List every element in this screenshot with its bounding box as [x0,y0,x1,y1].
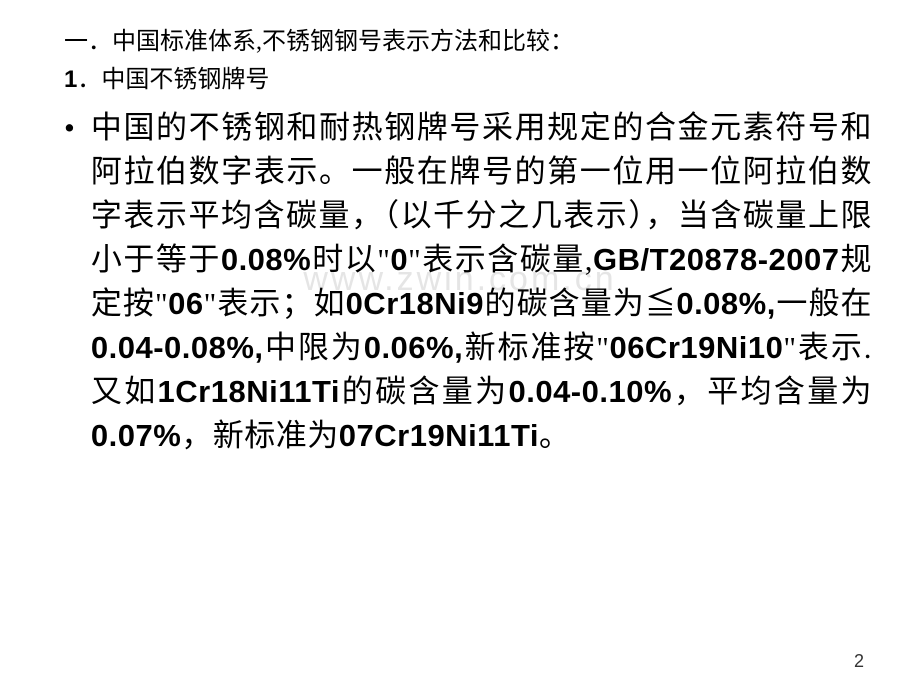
text-run: 新标准按" [463,330,609,365]
bullet-marker: • [64,106,75,458]
heading-level-2: 1．中国不锈钢牌号 [48,62,872,98]
slide-content: 一．中国标准体系,不锈钢钢号表示方法和比较： 1．中国不锈钢牌号 • 中国的不锈… [48,24,872,458]
latin-text: 1Cr18Ni11Ti [158,374,340,409]
latin-text: 0.07% [91,418,181,453]
latin-text: GB/T20878-2007 [593,242,840,277]
text-run: "表示；如 [204,286,346,321]
latin-text: 0.08% [221,242,311,277]
latin-text: 07Cr19Ni11Ti [339,418,539,453]
text-run: 中限为 [264,330,364,365]
text-run: 一般在 [776,286,872,321]
text-run: ，新标准为 [181,418,339,453]
latin-text: 06 [168,286,203,321]
latin-text: 0Cr18Ni9 [346,286,484,321]
latin-text: 06Cr19Ni10 [609,330,783,365]
text-run: "表示含碳量, [408,242,593,277]
latin-text: 0.04-0.08%, [91,330,264,365]
body-text: 中国的不锈钢和耐热钢牌号采用规定的合金元素符号和阿拉伯数字表示。一般在牌号的第一… [91,106,872,458]
latin-text: 0.04-0.10% [508,374,672,409]
heading-2-number: 1 [64,66,77,93]
latin-text: 0.08%, [676,286,776,321]
latin-text: 0.06%, [364,330,464,365]
bullet-list-item: • 中国的不锈钢和耐热钢牌号采用规定的合金元素符号和阿拉伯数字表示。一般在牌号的… [48,106,872,458]
latin-text: 0 [390,242,408,277]
text-run: 。 [539,418,571,453]
text-run: 的碳含量为≦ [484,286,676,321]
text-run: 时以" [311,242,390,277]
text-run: 的碳含量为 [340,374,509,409]
page-number: 2 [854,651,864,672]
heading-level-1: 一．中国标准体系,不锈钢钢号表示方法和比较： [48,24,872,60]
heading-2-text: ．中国不锈钢牌号 [77,67,269,93]
text-run: ，平均含量为 [672,374,872,409]
